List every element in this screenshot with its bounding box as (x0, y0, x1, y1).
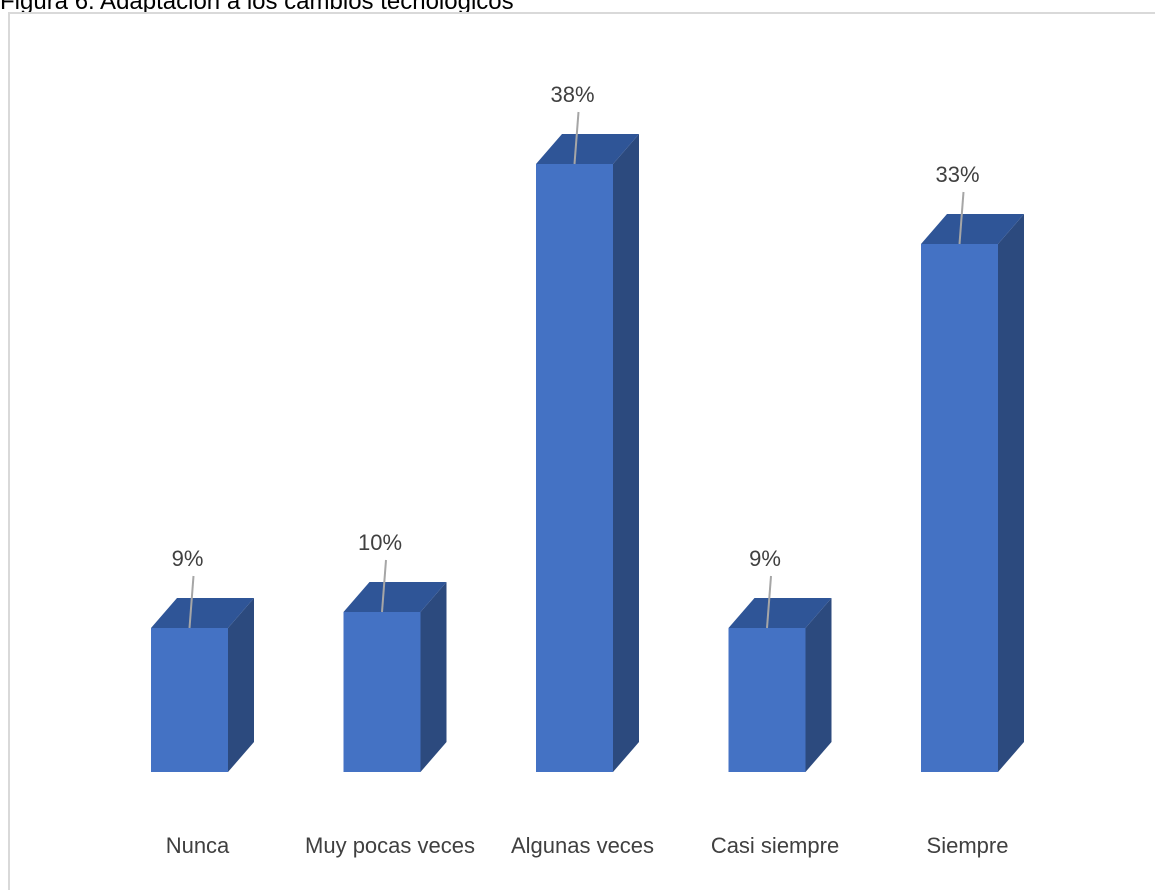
leader-line-1 (381, 559, 387, 613)
leader-line-4 (958, 191, 965, 245)
bar-side-2 (613, 134, 639, 772)
bar-0 (151, 628, 228, 772)
data-label-2: 38% (550, 82, 594, 107)
category-label-4: Siempre (927, 833, 1009, 858)
category-label-0: Nunca (166, 833, 230, 858)
bar-top-3 (728, 598, 832, 628)
data-label-0: 9% (172, 546, 204, 571)
bar-top-1 (343, 582, 447, 612)
bar-side-4 (998, 214, 1024, 772)
category-label-3: Casi siempre (711, 833, 839, 858)
data-label-3: 9% (749, 546, 781, 571)
bar-side-3 (805, 598, 832, 772)
bar-2 (536, 164, 613, 772)
bar-side-1 (420, 582, 447, 772)
bar-1 (343, 612, 421, 772)
bar-4 (921, 244, 998, 772)
bar-side-0 (228, 598, 254, 772)
bar-top-4 (921, 214, 1024, 244)
figure-caption: Figura 6. Adaptación a los cambios tecno… (0, 0, 514, 15)
leader-line-0 (188, 575, 195, 629)
category-label-1: Muy pocas veces (305, 833, 475, 858)
data-label-1: 10% (358, 530, 402, 555)
bar-3 (728, 628, 806, 772)
bar-top-2 (536, 134, 639, 164)
leader-line-3 (766, 575, 772, 629)
data-label-4: 33% (935, 162, 979, 187)
category-label-2: Algunas veces (511, 833, 654, 858)
bar-top-0 (151, 598, 254, 628)
leader-line-2 (573, 111, 580, 165)
